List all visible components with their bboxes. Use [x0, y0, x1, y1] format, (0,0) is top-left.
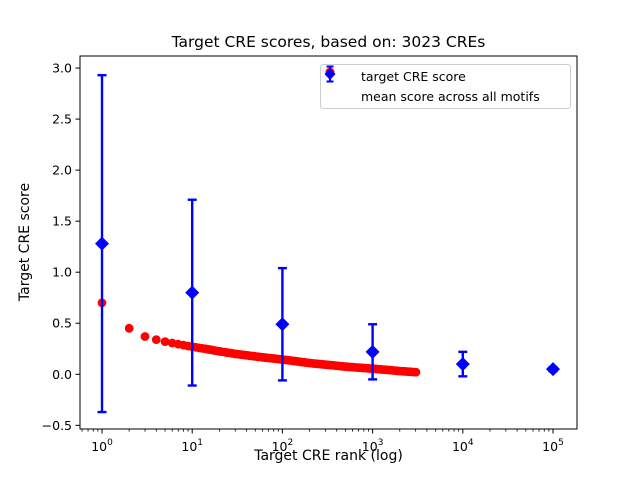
svg-text:1.5: 1.5: [52, 214, 72, 229]
legend: target CRE score mean score across all m…: [320, 64, 571, 109]
y-axis-label: Target CRE score: [17, 182, 33, 302]
svg-text:−0.5: −0.5: [42, 418, 72, 433]
series-mean-score: [95, 73, 561, 414]
legend-item-mean-score: mean score across all motifs: [321, 65, 570, 107]
x-axis-label: Target CRE rank (log): [254, 448, 403, 464]
svg-text:0.5: 0.5: [52, 316, 72, 331]
svg-text:1.0: 1.0: [52, 265, 72, 280]
legend-label: mean score across all motifs: [361, 89, 540, 104]
legend-item-target-score: target CRE score: [321, 67, 570, 87]
legend-label: target CRE score: [361, 69, 466, 84]
axes-spines: [79, 55, 578, 430]
svg-text:2.5: 2.5: [52, 112, 72, 127]
svg-text:3.0: 3.0: [52, 61, 72, 76]
svg-text:2.0: 2.0: [52, 163, 72, 178]
series-target-cre-score: [97, 298, 421, 377]
chart-title: Target CRE scores, based on: 3023 CREs: [171, 33, 486, 51]
svg-text:0.0: 0.0: [52, 367, 72, 382]
y-axis-ticks: 3.0 2.5 2.0 1.5 1.0 0.5 0.0 −0.5: [42, 61, 80, 433]
